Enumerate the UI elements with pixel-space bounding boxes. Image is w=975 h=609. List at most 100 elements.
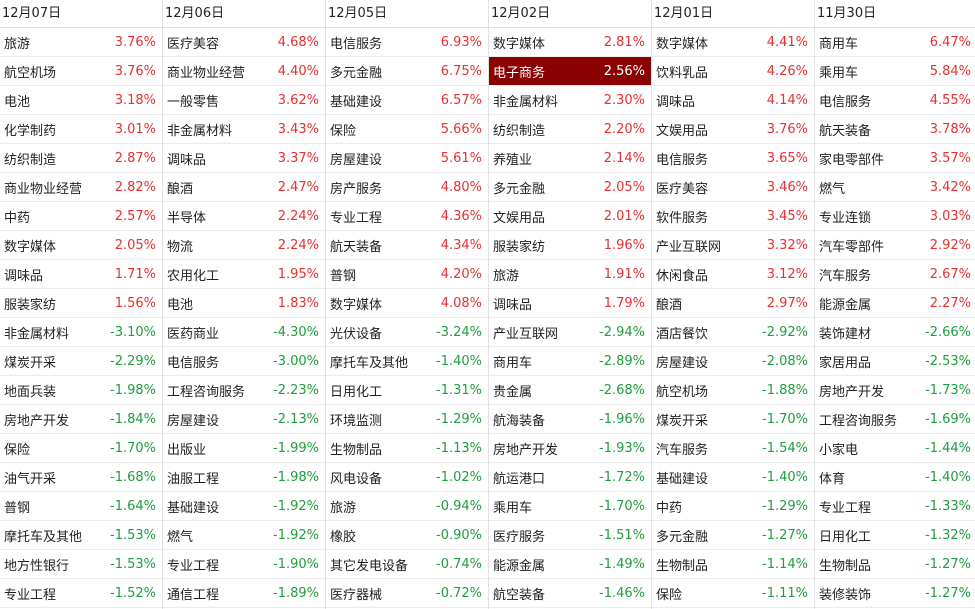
sector-row[interactable]: 酒店餐饮 -2.92%: [652, 318, 814, 347]
sector-row[interactable]: 保险 5.66%: [326, 115, 488, 144]
sector-row[interactable]: 中药 2.57%: [0, 202, 162, 231]
sector-row[interactable]: 旅游 1.91%: [489, 260, 651, 289]
sector-row[interactable]: 电池 1.83%: [163, 289, 325, 318]
sector-row[interactable]: 航空装备 -1.46%: [489, 579, 651, 608]
sector-row[interactable]: 燃气 -1.92%: [163, 521, 325, 550]
sector-row[interactable]: 酿酒 2.47%: [163, 173, 325, 202]
sector-row[interactable]: 专业工程 -1.52%: [0, 579, 162, 608]
sector-row[interactable]: 普钢 4.20%: [326, 260, 488, 289]
sector-row[interactable]: 环境监测 -1.29%: [326, 405, 488, 434]
sector-row[interactable]: 普钢 -1.64%: [0, 492, 162, 521]
sector-row[interactable]: 油气开采 -1.68%: [0, 463, 162, 492]
sector-row[interactable]: 医药商业 -4.30%: [163, 318, 325, 347]
sector-row[interactable]: 房地产开发 -1.93%: [489, 434, 651, 463]
sector-row[interactable]: 纺织制造 2.87%: [0, 144, 162, 173]
sector-row[interactable]: 调味品 1.71%: [0, 260, 162, 289]
sector-row[interactable]: 产业互联网 3.32%: [652, 231, 814, 260]
sector-row[interactable]: 物流 2.24%: [163, 231, 325, 260]
sector-row[interactable]: 电池 3.18%: [0, 86, 162, 115]
sector-row[interactable]: 小家电 -1.44%: [815, 434, 975, 463]
sector-row[interactable]: 服装家纺 1.56%: [0, 289, 162, 318]
sector-row[interactable]: 中药 -1.29%: [652, 492, 814, 521]
sector-row[interactable]: 商用车 6.47%: [815, 28, 975, 57]
sector-row[interactable]: 数字媒体 4.41%: [652, 28, 814, 57]
sector-row[interactable]: 油服工程 -1.98%: [163, 463, 325, 492]
sector-row[interactable]: 房屋建设 -2.13%: [163, 405, 325, 434]
sector-row[interactable]: 数字媒体 2.05%: [0, 231, 162, 260]
sector-row[interactable]: 航空机场 -1.88%: [652, 376, 814, 405]
sector-row[interactable]: 能源金属 2.27%: [815, 289, 975, 318]
sector-row[interactable]: 调味品 4.14%: [652, 86, 814, 115]
sector-row[interactable]: 基础建设 6.57%: [326, 86, 488, 115]
sector-row[interactable]: 纺织制造 2.20%: [489, 115, 651, 144]
sector-row[interactable]: 电信服务 6.93%: [326, 28, 488, 57]
sector-row[interactable]: 基础建设 -1.40%: [652, 463, 814, 492]
sector-row[interactable]: 其它发电设备 -0.74%: [326, 550, 488, 579]
sector-row[interactable]: 燃气 3.42%: [815, 173, 975, 202]
sector-row[interactable]: 商用车 -2.89%: [489, 347, 651, 376]
sector-row[interactable]: 服装家纺 1.96%: [489, 231, 651, 260]
sector-row[interactable]: 地方性银行 -1.53%: [0, 550, 162, 579]
sector-row[interactable]: 基础建设 -1.92%: [163, 492, 325, 521]
sector-row[interactable]: 软件服务 3.45%: [652, 202, 814, 231]
sector-row[interactable]: 文娱用品 2.01%: [489, 202, 651, 231]
sector-row[interactable]: 航空机场 3.76%: [0, 57, 162, 86]
sector-row[interactable]: 保险 -1.70%: [0, 434, 162, 463]
sector-row[interactable]: 非金属材料 -3.10%: [0, 318, 162, 347]
sector-row[interactable]: 乘用车 5.84%: [815, 57, 975, 86]
sector-row[interactable]: 日用化工 -1.31%: [326, 376, 488, 405]
sector-row[interactable]: 医疗服务 -1.51%: [489, 521, 651, 550]
sector-row[interactable]: 房屋建设 -2.08%: [652, 347, 814, 376]
sector-row[interactable]: 光伏设备 -3.24%: [326, 318, 488, 347]
sector-row[interactable]: 汽车服务 -1.54%: [652, 434, 814, 463]
sector-row[interactable]: 化学制药 3.01%: [0, 115, 162, 144]
sector-row[interactable]: 能源金属 -1.49%: [489, 550, 651, 579]
sector-row[interactable]: 房产服务 4.80%: [326, 173, 488, 202]
sector-row[interactable]: 专业工程 -1.33%: [815, 492, 975, 521]
sector-row[interactable]: 煤炭开采 -1.70%: [652, 405, 814, 434]
sector-row[interactable]: 非金属材料 3.43%: [163, 115, 325, 144]
sector-row[interactable]: 地面兵装 -1.98%: [0, 376, 162, 405]
sector-row[interactable]: 数字媒体 2.81%: [489, 28, 651, 57]
sector-row[interactable]: 数字媒体 4.08%: [326, 289, 488, 318]
sector-row[interactable]: 旅游 -0.94%: [326, 492, 488, 521]
sector-row[interactable]: 调味品 3.37%: [163, 144, 325, 173]
sector-row[interactable]: 汽车服务 2.67%: [815, 260, 975, 289]
sector-row[interactable]: 专业工程 4.36%: [326, 202, 488, 231]
sector-row[interactable]: 非金属材料 2.30%: [489, 86, 651, 115]
sector-row[interactable]: 养殖业 2.14%: [489, 144, 651, 173]
sector-row[interactable]: 装修装饰 -1.27%: [815, 579, 975, 608]
sector-row[interactable]: 家居用品 -2.53%: [815, 347, 975, 376]
sector-row[interactable]: 文娱用品 3.76%: [652, 115, 814, 144]
sector-row[interactable]: 航海装备 -1.96%: [489, 405, 651, 434]
sector-row[interactable]: 风电设备 -1.02%: [326, 463, 488, 492]
sector-row[interactable]: 工程咨询服务 -2.23%: [163, 376, 325, 405]
sector-row[interactable]: 工程咨询服务 -1.69%: [815, 405, 975, 434]
sector-row[interactable]: 生物制品 -1.14%: [652, 550, 814, 579]
sector-row[interactable]: 生物制品 -1.27%: [815, 550, 975, 579]
sector-row[interactable]: 保险 -1.11%: [652, 579, 814, 608]
sector-row[interactable]: 装饰建材 -2.66%: [815, 318, 975, 347]
sector-row[interactable]: 橡胶 -0.90%: [326, 521, 488, 550]
sector-row[interactable]: 家电零部件 3.57%: [815, 144, 975, 173]
sector-row[interactable]: 产业互联网 -2.94%: [489, 318, 651, 347]
sector-row[interactable]: 汽车零部件 2.92%: [815, 231, 975, 260]
sector-row[interactable]: 酿酒 2.97%: [652, 289, 814, 318]
sector-row[interactable]: 商业物业经营 4.40%: [163, 57, 325, 86]
sector-row[interactable]: 煤炭开采 -2.29%: [0, 347, 162, 376]
sector-row[interactable]: 房屋建设 5.61%: [326, 144, 488, 173]
sector-row[interactable]: 专业连锁 3.03%: [815, 202, 975, 231]
sector-row[interactable]: 电信服务 3.65%: [652, 144, 814, 173]
sector-row[interactable]: 饮料乳品 4.26%: [652, 57, 814, 86]
sector-row[interactable]: 农用化工 1.95%: [163, 260, 325, 289]
sector-row[interactable]: 旅游 3.76%: [0, 28, 162, 57]
sector-row[interactable]: 医疗器械 -0.72%: [326, 579, 488, 608]
sector-row[interactable]: 房地产开发 -1.84%: [0, 405, 162, 434]
sector-row[interactable]: 一般零售 3.62%: [163, 86, 325, 115]
sector-row[interactable]: 商业物业经营 2.82%: [0, 173, 162, 202]
sector-row[interactable]: 多元金融 -1.27%: [652, 521, 814, 550]
sector-row[interactable]: 摩托车及其他 -1.53%: [0, 521, 162, 550]
sector-row[interactable]: 体育 -1.40%: [815, 463, 975, 492]
sector-row[interactable]: 多元金融 2.05%: [489, 173, 651, 202]
sector-row-selected[interactable]: 电子商务 2.56%: [489, 57, 651, 86]
